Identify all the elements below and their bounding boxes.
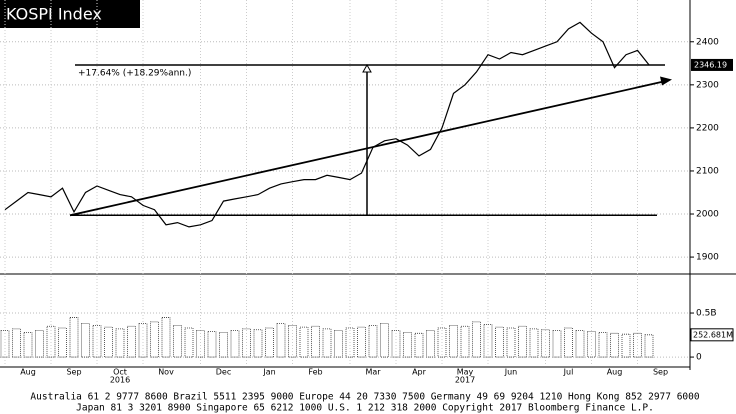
volume-bar bbox=[380, 323, 389, 358]
volume-bar bbox=[46, 325, 56, 358]
volume-bar bbox=[552, 330, 562, 358]
x-tick-label: Mar bbox=[365, 368, 381, 377]
volume-bar bbox=[334, 330, 343, 358]
volume-bar bbox=[115, 328, 125, 358]
volume-bar bbox=[288, 324, 297, 358]
volume-bar bbox=[644, 334, 654, 358]
volume-bar bbox=[161, 317, 171, 358]
volume-bar bbox=[196, 330, 205, 358]
y-tick-label: 2200 bbox=[696, 123, 719, 133]
x-tick-label: May bbox=[457, 368, 474, 377]
volume-bar bbox=[0, 330, 10, 358]
volume-bar bbox=[610, 332, 619, 358]
x-tick-label: Apr bbox=[412, 368, 427, 377]
volume-bar bbox=[23, 332, 33, 358]
volume-bar bbox=[541, 329, 550, 358]
title-box bbox=[0, 0, 140, 28]
volume-bar bbox=[472, 321, 481, 358]
volume-bar bbox=[299, 326, 309, 358]
volume-bar bbox=[253, 329, 263, 358]
volume-bar bbox=[173, 324, 182, 358]
volume-bar bbox=[138, 323, 148, 358]
volume-bar bbox=[276, 323, 286, 358]
year-label: 2016 bbox=[110, 376, 130, 385]
last-value-box bbox=[691, 58, 733, 71]
footer: Japan 81 3 3201 8900 Singapore 65 6212 1… bbox=[76, 403, 654, 414]
volume-bar bbox=[69, 317, 79, 358]
volume-bar bbox=[104, 326, 113, 358]
arrow-head bbox=[362, 64, 372, 73]
volume-bar bbox=[311, 325, 320, 358]
volume-bar bbox=[564, 327, 573, 358]
x-tick-label: Jul bbox=[563, 368, 574, 377]
volume-bar bbox=[437, 327, 447, 358]
volume-bar bbox=[621, 333, 631, 358]
volume-bar bbox=[587, 331, 596, 358]
last-volume-label: 252.681M bbox=[693, 330, 733, 339]
x-tick-label: Nov bbox=[158, 368, 174, 377]
volume-bar bbox=[35, 330, 44, 358]
volume-bar bbox=[322, 328, 332, 358]
y-tick-label: 0 bbox=[696, 353, 702, 363]
volume-bar bbox=[219, 332, 228, 358]
volume-bar bbox=[81, 323, 90, 358]
volume-bar bbox=[460, 325, 470, 358]
volume-bar bbox=[483, 324, 493, 358]
y-tick-label: 2300 bbox=[696, 80, 719, 90]
volume-bar bbox=[506, 327, 516, 358]
volume-bar bbox=[207, 331, 217, 358]
chart-title: KOSPI Index bbox=[6, 5, 102, 24]
y-tick-label: 2400 bbox=[696, 37, 719, 47]
x-tick-label: Sep bbox=[66, 368, 81, 377]
last-value-label: 2346.19 bbox=[694, 60, 727, 69]
x-tick-label: Dec bbox=[216, 368, 231, 377]
x-tick-label: Feb bbox=[308, 368, 322, 377]
volume-bar bbox=[403, 332, 412, 358]
annotation: +17.64% (+18.29%ann.) bbox=[78, 69, 191, 79]
volume-bar bbox=[265, 327, 274, 358]
volume-bar bbox=[633, 332, 642, 358]
arrow-head bbox=[660, 76, 672, 86]
volume-bar bbox=[426, 330, 435, 358]
x-tick-label: Jan bbox=[262, 368, 275, 377]
volume-bar bbox=[368, 324, 378, 358]
x-tick-label: Aug bbox=[607, 368, 623, 377]
volume-bar bbox=[150, 321, 159, 358]
volume-bar bbox=[345, 327, 355, 358]
footer: Australia 61 2 9777 8600 Brazil 5511 239… bbox=[30, 392, 699, 403]
y-tick-label: 2100 bbox=[696, 166, 719, 176]
volume-bar bbox=[414, 332, 424, 358]
volume-bar bbox=[449, 324, 458, 358]
price-line bbox=[4, 21, 650, 228]
x-tick-label: Sep bbox=[653, 368, 668, 377]
x-tick-label: Jun bbox=[504, 368, 518, 377]
x-tick-label: Oct bbox=[113, 368, 127, 377]
volume-bar bbox=[92, 324, 102, 358]
volume-bar bbox=[529, 328, 539, 358]
y-tick-label: 2000 bbox=[696, 210, 719, 220]
y-tick-label: 1900 bbox=[696, 253, 719, 263]
y-tick-label: 0.5B bbox=[696, 309, 717, 319]
volume-bar bbox=[518, 325, 527, 358]
volume-bar bbox=[495, 326, 504, 358]
trendline bbox=[69, 79, 669, 217]
volume-bar bbox=[242, 328, 251, 358]
volume-bar bbox=[230, 330, 240, 358]
volume-bar bbox=[127, 325, 136, 358]
volume-bar bbox=[391, 330, 401, 358]
x-tick-label: Aug bbox=[20, 368, 36, 377]
volume-bar bbox=[12, 328, 21, 358]
volume-bar bbox=[58, 327, 67, 358]
year-label: 2017 bbox=[455, 376, 475, 385]
volume-bar bbox=[598, 332, 608, 358]
volume-bar bbox=[575, 330, 585, 358]
last-volume-box bbox=[690, 328, 734, 342]
volume-bar bbox=[184, 327, 194, 358]
volume-bar bbox=[357, 326, 366, 358]
